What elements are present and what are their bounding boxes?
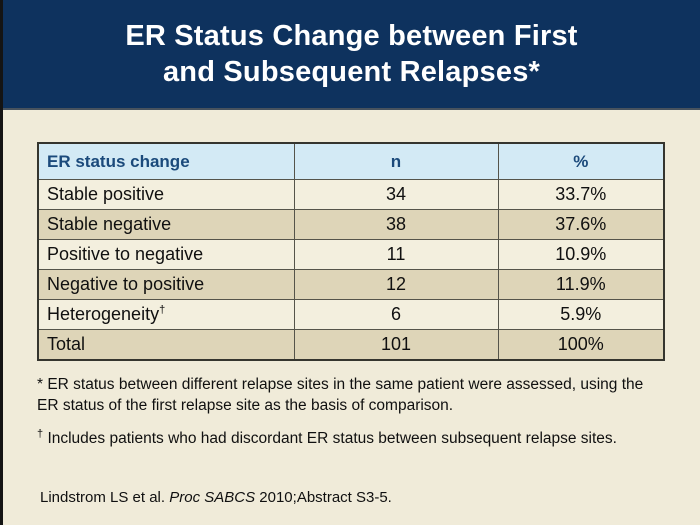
footnote-dagger-text: Includes patients who had discordant ER …	[47, 430, 617, 448]
cell-pct: 10.9%	[497, 239, 665, 270]
cell-label: Total	[37, 329, 295, 361]
table-row: Stable negative 38 37.6%	[37, 209, 665, 240]
table-row: Stable positive 34 33.7%	[37, 179, 665, 210]
cell-pct: 11.9%	[497, 269, 665, 300]
cell-n: 38	[293, 209, 499, 240]
header-percent: %	[497, 142, 665, 180]
dagger-marker: †	[37, 428, 44, 440]
cell-n: 101	[293, 329, 499, 361]
cell-label: Heterogeneity	[47, 304, 160, 324]
citation-authors: Lindstrom LS et al.	[40, 489, 170, 506]
citation: Lindstrom LS et al. Proc SABCS 2010;Abst…	[40, 489, 392, 506]
cell-pct: 100%	[497, 329, 665, 361]
header-n: n	[293, 142, 499, 180]
slide-title-line-2: and Subsequent Relapses*	[162, 56, 541, 88]
citation-journal: Proc SABCS	[169, 489, 256, 506]
table-row-total: Total 101 100%	[37, 329, 665, 361]
cell-pct: 5.9%	[497, 299, 665, 330]
dagger-superscript: †	[159, 304, 166, 316]
cell-pct: 37.6%	[497, 209, 665, 240]
citation-reference: 2010;Abstract S3-5.	[255, 489, 392, 506]
cell-label: Stable negative	[37, 209, 295, 240]
cell-label: Stable positive	[37, 179, 295, 210]
table-row: Positive to negative 11 10.9%	[37, 239, 665, 270]
cell-label: Negative to positive	[37, 269, 295, 300]
footnotes: * ER status between different relapse si…	[37, 374, 666, 449]
cell-label-heterogeneity: Heterogeneity†	[37, 299, 295, 330]
cell-n: 12	[293, 269, 499, 300]
table-row: Heterogeneity† 6 5.9%	[37, 299, 665, 330]
cell-label: Positive to negative	[37, 239, 295, 270]
er-status-table: ER status change n % Stable positive 34 …	[37, 142, 665, 361]
footnote-asterisk: * ER status between different relapse si…	[37, 376, 644, 414]
title-band: ER Status Change between First and Subse…	[3, 0, 700, 110]
table-row: Negative to positive 12 11.9%	[37, 269, 665, 300]
cell-pct: 33.7%	[497, 179, 665, 210]
slide-title-line-1: ER Status Change between First	[125, 20, 578, 52]
footnote-dagger: † Includes patients who had discordant E…	[37, 424, 666, 449]
cell-n: 11	[293, 239, 499, 270]
cell-n: 34	[293, 179, 499, 210]
header-er-status-change: ER status change	[37, 142, 295, 180]
cell-n: 6	[293, 299, 499, 330]
table-header-row: ER status change n %	[37, 142, 665, 180]
